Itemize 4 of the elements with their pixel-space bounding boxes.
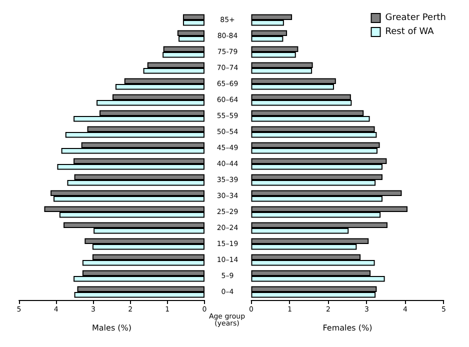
x-axis-title: Females (%)	[322, 324, 372, 332]
legend-label: Rest of WA	[385, 27, 435, 37]
x-axis-title: Males (%)	[92, 324, 132, 332]
legend-label: Greater Perth	[385, 13, 446, 23]
